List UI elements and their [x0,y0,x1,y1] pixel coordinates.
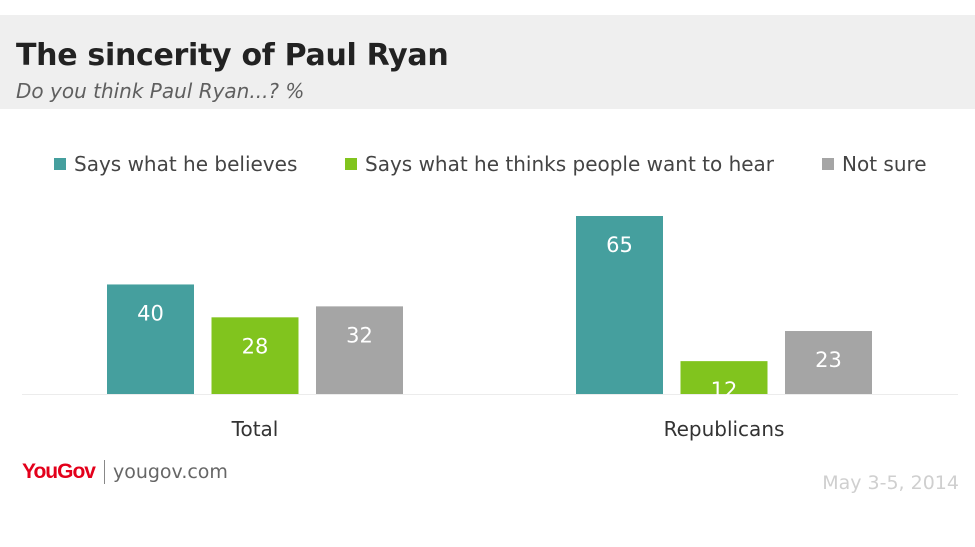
legend-item-not-sure: Not sure [822,151,927,177]
category-label-republicans: Republicans [664,417,785,441]
legend-label-not-sure: Not sure [842,152,927,176]
data-label-republicans-not-sure: 23 [815,348,842,372]
chart-title: The sincerity of Paul Ryan [16,38,449,73]
header-banner: The sincerity of Paul Ryan Do you think … [0,15,975,109]
bar-total-want-to-hear [211,317,299,394]
legend-label-want-to-hear: Says what he thinks people want to hear [365,152,775,176]
legend-item-want-to-hear: Says what he thinks people want to hear [345,151,774,177]
legend-swatch-not-sure [822,158,834,170]
logo-divider [103,460,105,484]
yougov-logo: YouGov yougov.com [22,458,228,486]
bar-total-not-sure [316,306,403,394]
brand-logo: YouGov [22,460,96,483]
bar-republicans-not-sure [785,331,872,394]
legend-swatch-believes [54,158,66,170]
data-label-republicans-believes: 65 [606,233,633,257]
category-label-total: Total [231,417,279,441]
data-label-total-believes: 40 [137,301,164,325]
survey-date: May 3-5, 2014 [822,472,959,494]
legend-swatch-want-to-hear [345,158,357,170]
data-label-republicans-want-to-hear: 12 [711,378,738,402]
legend-label-believes: Says what he believes [74,152,298,176]
chart-subtitle: Do you think Paul Ryan...? % [16,79,305,103]
legend-item-believes: Says what he believes [54,151,297,177]
data-label-total-want-to-hear: 28 [242,334,269,358]
bar-republicans-believes [576,216,663,394]
data-label-total-not-sure: 32 [346,323,373,347]
bar-republicans-want-to-hear [680,361,768,394]
bar-total-believes [107,284,194,394]
brand-url: yougov.com [112,461,228,483]
